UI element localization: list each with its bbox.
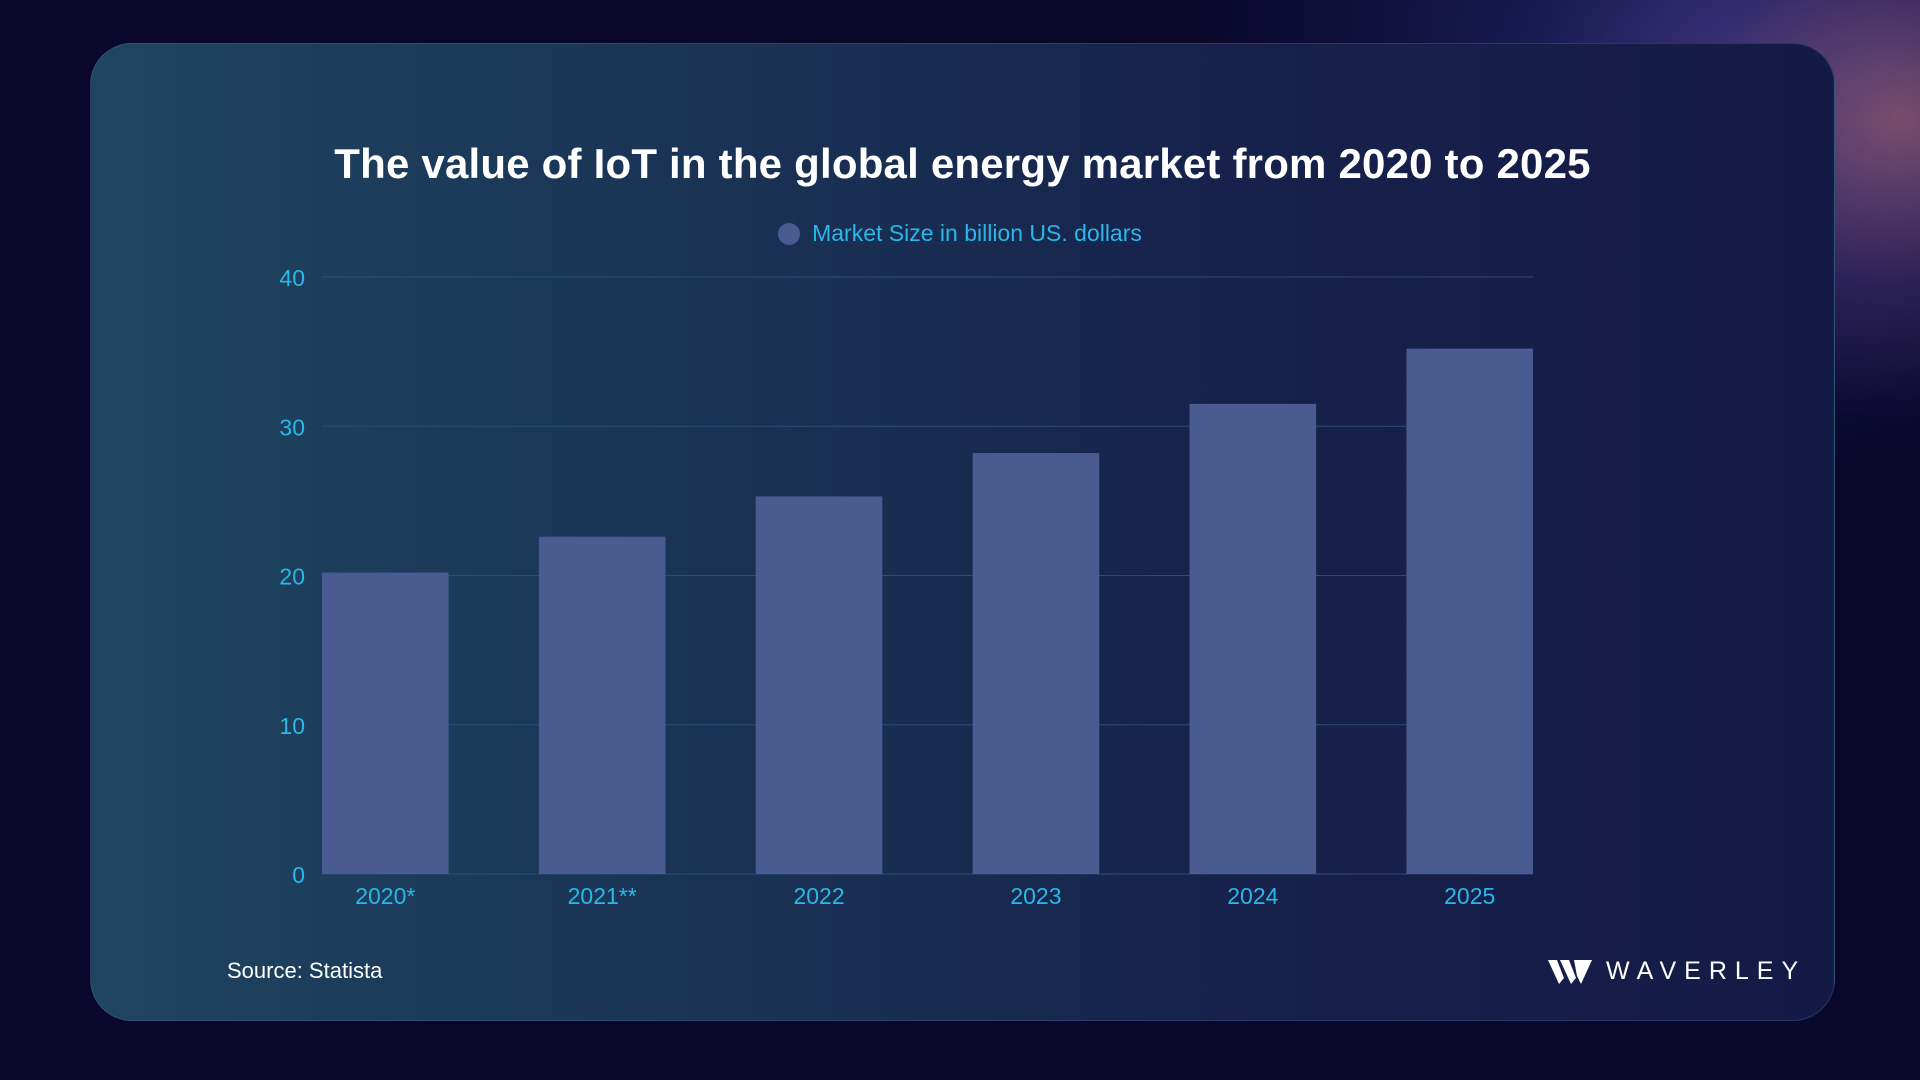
y-tick-label: 30: [279, 414, 305, 440]
source-note: Source: Statista: [227, 958, 383, 983]
bar: [1189, 403, 1317, 874]
x-tick-label: 2023: [1010, 883, 1061, 909]
waverley-logo: WAVERLEY: [1548, 956, 1806, 986]
bar: [972, 453, 1100, 874]
chart-legend: Market Size in billion US. dollars: [0, 220, 1920, 247]
chart-title: The value of IoT in the global energy ma…: [334, 140, 1591, 187]
legend-marker: [778, 222, 801, 245]
x-tick-label: 2025: [1444, 883, 1495, 909]
x-tick-label: 2020*: [355, 883, 415, 909]
y-tick-label: 10: [279, 713, 305, 739]
y-tick-label: 40: [279, 265, 305, 291]
waverley-logo-icon: [1548, 960, 1592, 984]
bar: [322, 572, 449, 874]
x-tick-label: 2024: [1227, 883, 1278, 909]
y-tick-label: 20: [279, 564, 305, 590]
y-tick-label: 0: [292, 862, 305, 888]
bar: [1406, 348, 1533, 874]
x-tick-label: 2021**: [568, 883, 637, 909]
bar: [538, 536, 666, 874]
legend-label: Market Size in billion US. dollars: [812, 220, 1142, 246]
x-tick-label: 2022: [793, 883, 844, 909]
bar: [755, 496, 883, 874]
logo-wordmark: WAVERLEY: [1606, 956, 1807, 985]
